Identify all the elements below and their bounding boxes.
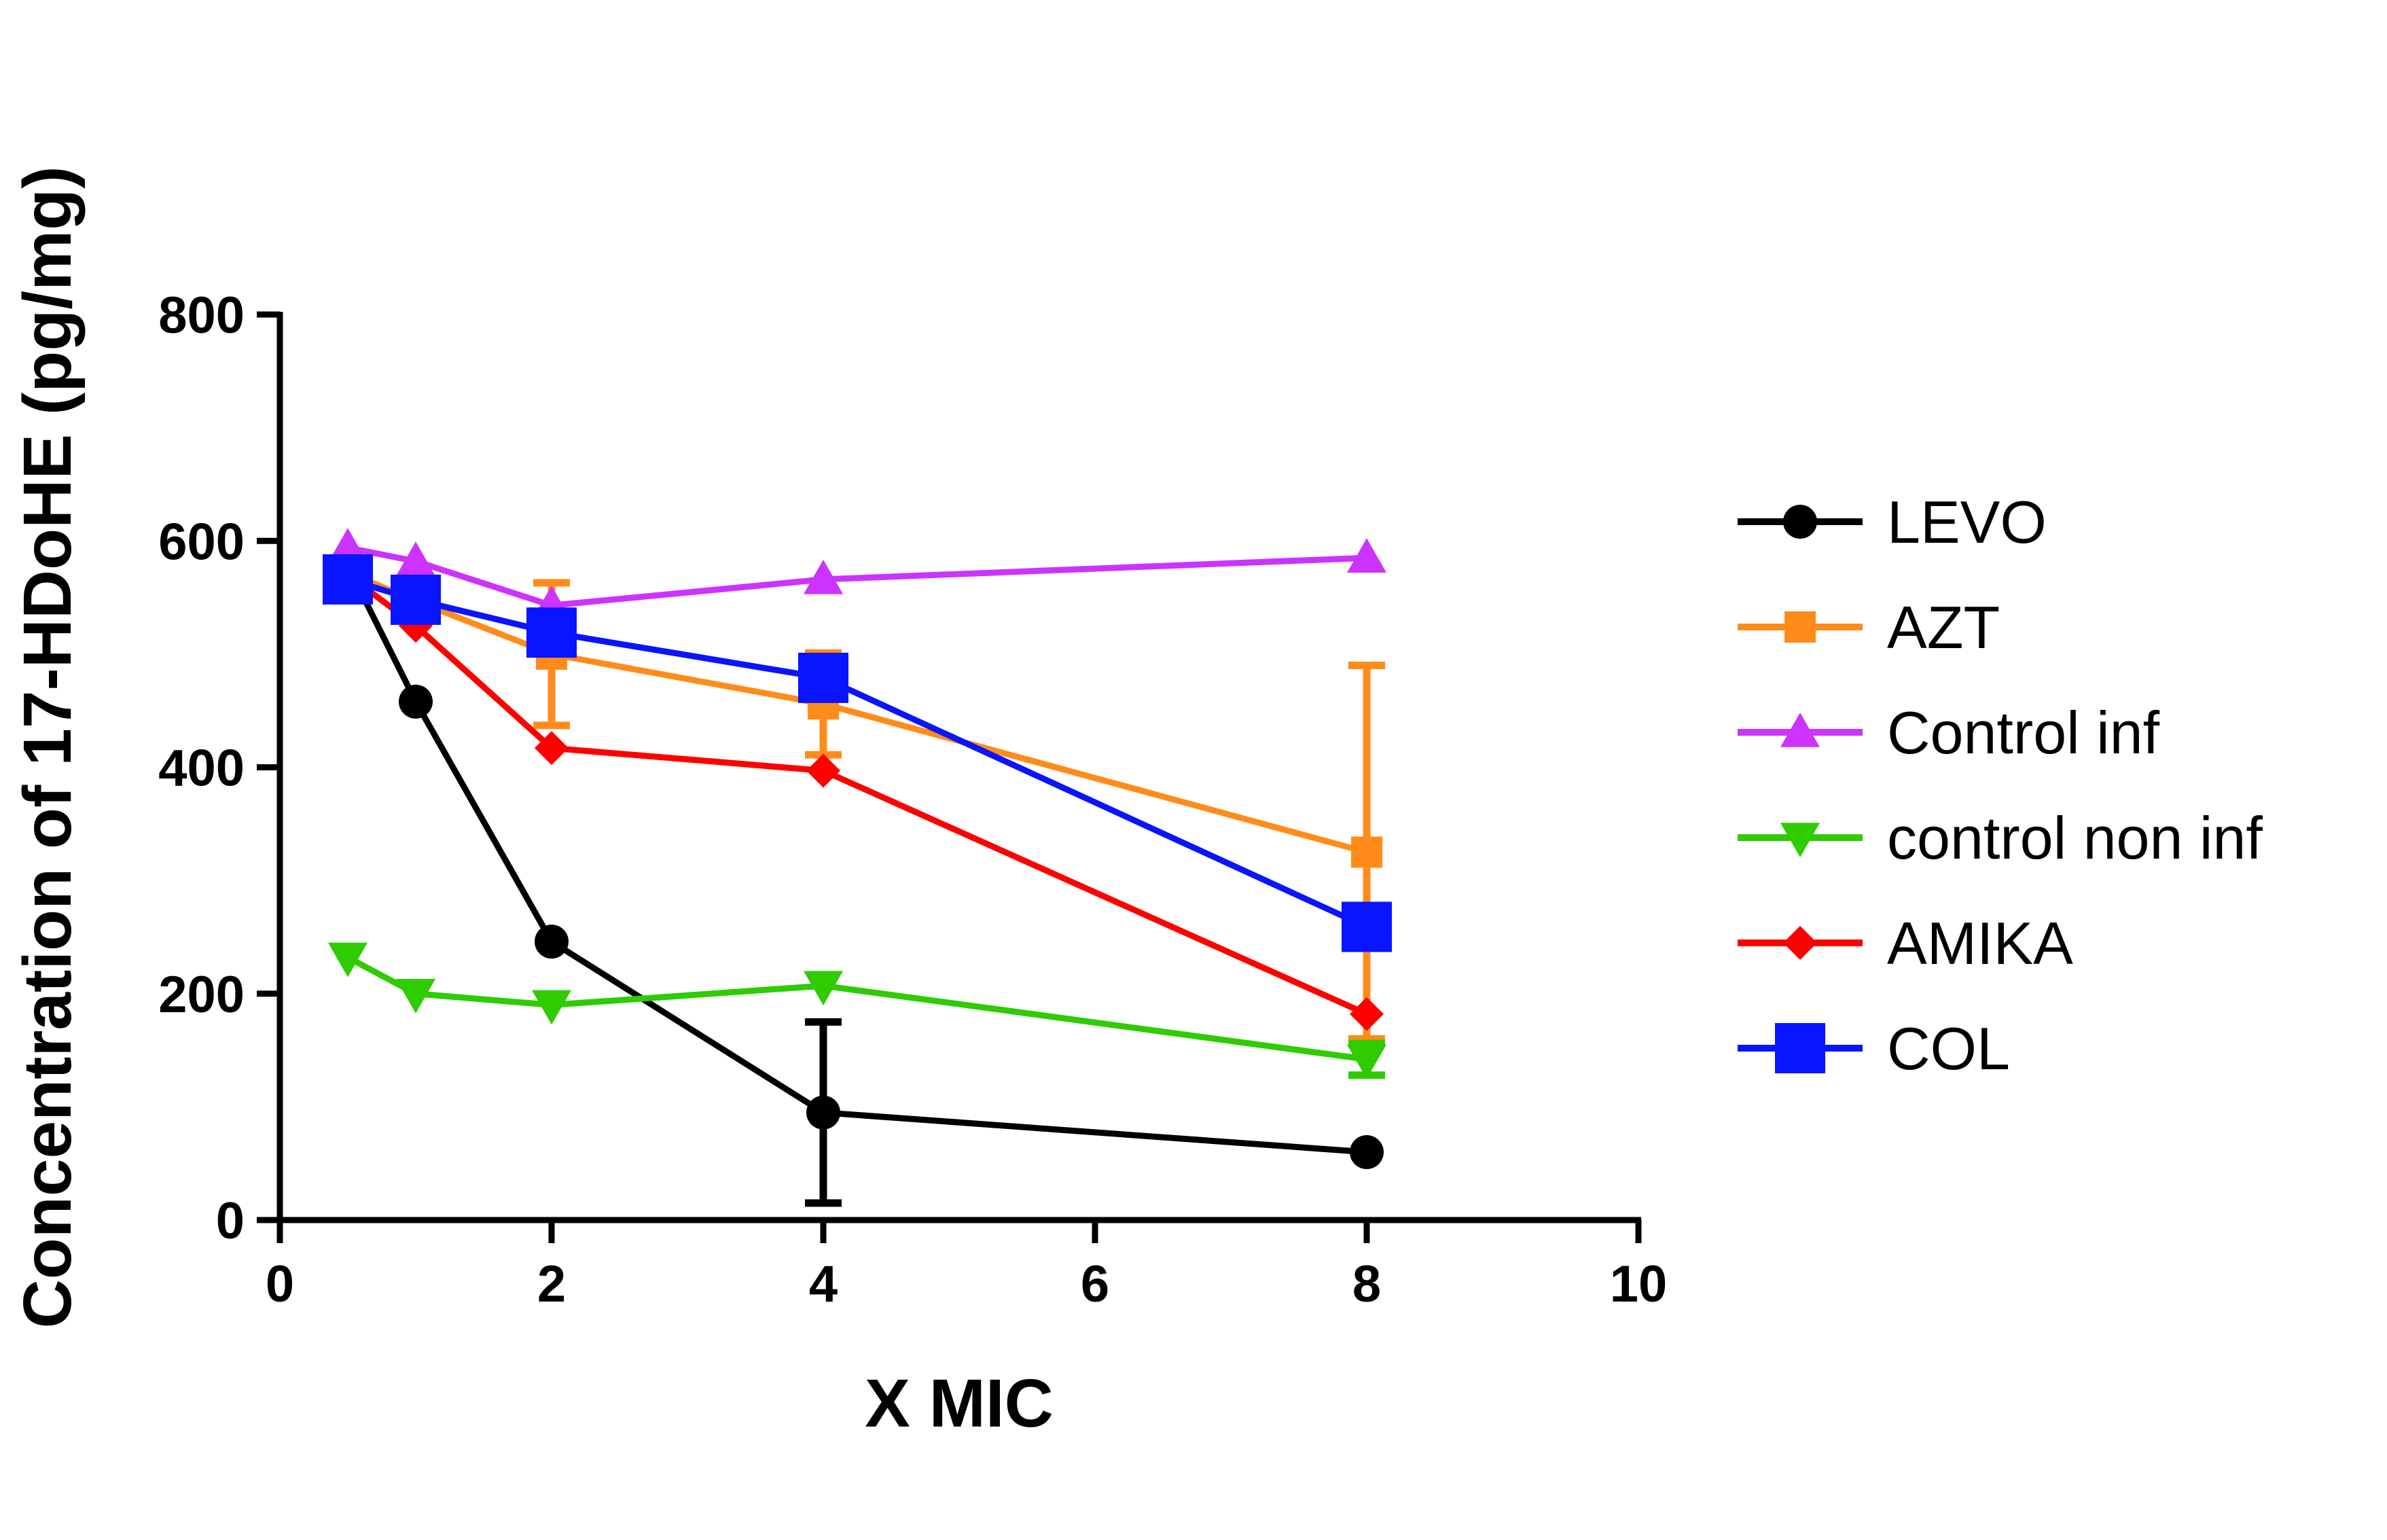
series-line-amika: [346, 572, 1368, 1017]
point-levo-2: [535, 925, 569, 959]
y-tick-label-200: 200: [158, 966, 245, 1024]
legend-swatch-marker-amika: [1783, 926, 1817, 960]
y-axis-title: Concentration of 17-HDoHE (pg/mg): [10, 166, 86, 1328]
x-tick-label-6: 6: [1081, 1255, 1109, 1313]
point-col-3: [798, 652, 848, 703]
point-control-inf-0: [328, 528, 367, 562]
point-control-inf-1: [396, 541, 435, 576]
y-tick-label-600: 600: [158, 513, 245, 571]
series-line-azt: [346, 569, 1368, 855]
legend-item-levo: LEVO: [1738, 488, 2047, 556]
legend-item-col: COL: [1738, 1015, 2010, 1082]
point-control-non-inf-2: [532, 990, 571, 1025]
point-levo-4: [1350, 1135, 1384, 1170]
legend-label-amika: AMIKA: [1887, 910, 2073, 977]
point-control-non-inf-3: [804, 971, 843, 1006]
legend-label-control-inf: Control inf: [1887, 699, 2160, 766]
point-control-non-inf-4: [1347, 1044, 1386, 1079]
point-amika-3: [806, 753, 840, 788]
x-tick-label-8: 8: [1352, 1255, 1381, 1313]
y-tick-label-400: 400: [158, 740, 245, 798]
point-azt-4: [1351, 836, 1382, 868]
series-line-control-non-inf: [346, 954, 1367, 1062]
legend-label-col: COL: [1887, 1015, 2010, 1082]
series-levo: [331, 548, 1384, 1207]
series-azt: [332, 556, 1385, 1043]
x-tick-label-2: 2: [537, 1255, 566, 1313]
series-control-inf: [328, 528, 1386, 620]
legend-label-levo: LEVO: [1887, 488, 2047, 556]
legend-label-control-non-inf: control non inf: [1887, 804, 2263, 872]
legend: LEVO AZT Control inf control non inf AMIKA CO…: [1738, 488, 2263, 1082]
point-levo-3: [806, 1095, 840, 1130]
legend-swatch-marker-control-inf: [1780, 713, 1820, 747]
legend-item-azt: AZT: [1738, 594, 2000, 661]
series-line-control-inf: [347, 544, 1367, 609]
point-col-4: [1342, 901, 1392, 952]
point-col-2: [526, 607, 577, 658]
series-control-non-inf: [328, 942, 1386, 1079]
point-control-inf-3: [804, 559, 843, 594]
point-control-non-inf-0: [328, 942, 367, 978]
legend-item-control-non-inf: control non inf: [1738, 804, 2263, 872]
legend-swatch-marker-azt: [1784, 611, 1816, 643]
legend-swatch-marker-levo: [1783, 505, 1817, 539]
legend-label-azt: AZT: [1887, 594, 2000, 661]
x-tick-label-4: 4: [809, 1255, 838, 1313]
series-col: [323, 554, 1392, 952]
x-tick-label-0: 0: [266, 1255, 294, 1313]
point-col-0: [323, 554, 373, 605]
x-axis-title: X MIC: [865, 1365, 1054, 1441]
point-amika-2: [535, 731, 569, 766]
legend-item-control-inf: Control inf: [1738, 699, 2160, 766]
point-col-1: [391, 574, 441, 625]
legend-swatch-marker-control-non-inf: [1780, 823, 1820, 857]
legend-item-amika: AMIKA: [1738, 910, 2073, 977]
axes: 0 200 400 600 800 0 2 4 6 8 10: [158, 287, 1667, 1313]
point-levo-1: [399, 684, 433, 719]
legend-swatch-marker-col: [1775, 1023, 1825, 1073]
y-tick-label-0: 0: [216, 1192, 245, 1250]
y-tick-label-800: 800: [158, 287, 245, 344]
series-layer: [323, 528, 1392, 1207]
point-control-non-inf-1: [396, 979, 435, 1014]
point-control-inf-4: [1347, 538, 1386, 573]
point-amika-4: [1350, 997, 1384, 1031]
x-tick-label-10: 10: [1610, 1255, 1668, 1313]
